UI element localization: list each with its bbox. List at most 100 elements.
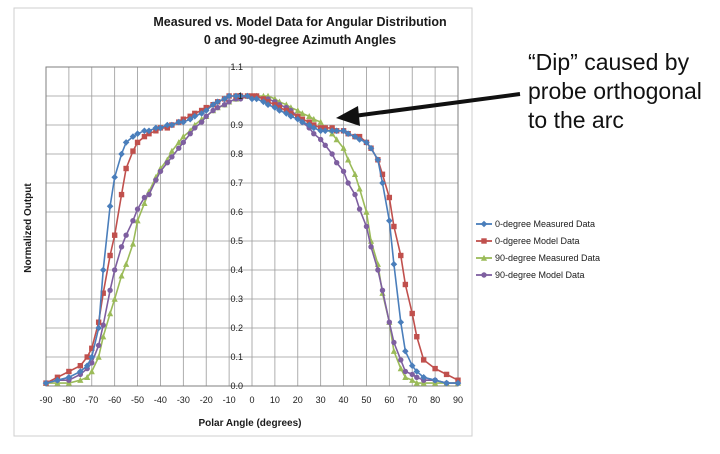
data-point — [299, 110, 306, 117]
data-point — [264, 101, 272, 108]
x-tick-label: -70 — [85, 395, 98, 405]
data-point — [432, 365, 438, 372]
x-axis-title: Polar Angle (degrees) — [199, 418, 302, 429]
x-tick-label: 60 — [384, 395, 394, 405]
data-point — [443, 379, 450, 387]
data-point — [130, 148, 136, 154]
data-point — [141, 127, 148, 135]
data-point — [202, 107, 210, 114]
data-point — [367, 144, 375, 152]
data-point — [333, 160, 340, 166]
x-tick-labels: -90 -80 -70 -60 -50 -40 -30 -20 -10 0 10 20 30 40 50 60… — [39, 395, 463, 405]
data-point — [226, 99, 232, 105]
data-point — [157, 168, 164, 175]
data-point — [198, 110, 205, 117]
data-point — [118, 272, 125, 279]
y-tick-label: 0.8 — [230, 149, 243, 159]
x-tick-label: 50 — [361, 395, 371, 405]
data-point — [351, 133, 359, 140]
data-point — [187, 131, 193, 137]
x-tick-label: -50 — [131, 395, 144, 405]
data-point — [118, 150, 125, 158]
data-point — [129, 133, 137, 140]
data-point — [374, 156, 382, 164]
data-point — [107, 252, 113, 259]
legend-item: 0-degree Measured Data — [476, 219, 595, 229]
data-point — [84, 374, 91, 380]
data-point — [340, 144, 347, 151]
data-point — [95, 342, 102, 349]
data-point — [402, 281, 409, 288]
data-point — [340, 127, 347, 135]
legend-marker — [480, 254, 488, 261]
data-point — [77, 363, 84, 369]
data-point — [153, 177, 159, 183]
data-point — [409, 310, 415, 317]
data-point — [169, 154, 175, 160]
data-point — [260, 98, 267, 106]
data-point — [345, 180, 351, 186]
data-point — [134, 139, 141, 146]
annotation-arrowhead — [336, 106, 360, 126]
data-point — [344, 130, 352, 137]
data-point — [225, 92, 233, 100]
data-point — [322, 142, 328, 148]
data-point — [413, 368, 421, 375]
data-point — [175, 118, 183, 126]
data-point — [65, 374, 73, 381]
data-point — [99, 266, 107, 274]
data-point — [232, 92, 240, 100]
data-point — [88, 368, 95, 375]
data-point — [443, 371, 450, 378]
data-point — [164, 160, 171, 166]
y-tick-label: 0.9 — [230, 120, 243, 130]
data-point — [134, 217, 141, 224]
data-point — [317, 136, 324, 143]
data-point — [375, 267, 381, 273]
data-point — [402, 374, 409, 380]
data-point — [305, 121, 313, 129]
data-point — [402, 368, 409, 375]
data-point — [111, 232, 118, 238]
data-point — [129, 240, 137, 247]
legend-label: 90-degree Measured Data — [495, 253, 600, 263]
y-tick-label: 0.7 — [230, 178, 243, 188]
data-point — [192, 125, 198, 131]
data-point — [363, 208, 370, 215]
data-point — [141, 133, 148, 140]
data-point — [402, 347, 409, 355]
y-tick-label: 0.1 — [230, 352, 243, 362]
data-point — [283, 110, 290, 117]
data-point — [321, 127, 329, 135]
annotation: “Dip” caused by probe orthogonal to the … — [336, 49, 702, 133]
annotation-line-1: “Dip” caused by — [528, 49, 690, 75]
x-tick-label: -40 — [154, 395, 167, 405]
data-point — [397, 318, 405, 326]
data-point — [379, 287, 386, 293]
data-point — [123, 165, 129, 172]
data-point — [100, 322, 106, 328]
data-point — [352, 191, 358, 198]
data-point — [77, 376, 84, 383]
data-point — [221, 95, 228, 103]
data-point — [356, 136, 363, 143]
x-tick-label: 90 — [453, 395, 463, 405]
data-point — [391, 223, 397, 230]
data-point — [95, 324, 102, 332]
data-point — [317, 118, 324, 125]
data-point — [111, 173, 118, 181]
data-point — [414, 334, 420, 340]
data-point — [210, 107, 216, 114]
data-point — [118, 244, 125, 250]
data-point — [311, 131, 317, 137]
annotation-line-2: probe orthogonal — [528, 78, 702, 104]
data-point — [390, 347, 398, 354]
y-tick-label: 0.0 — [230, 381, 243, 391]
data-point — [333, 127, 340, 135]
data-point — [397, 365, 404, 372]
x-tick-label: -80 — [62, 395, 75, 405]
data-point — [420, 374, 427, 381]
chart-subtitle: 0 and 90-degree Azimuth Angles — [204, 33, 396, 47]
data-point — [141, 194, 148, 201]
